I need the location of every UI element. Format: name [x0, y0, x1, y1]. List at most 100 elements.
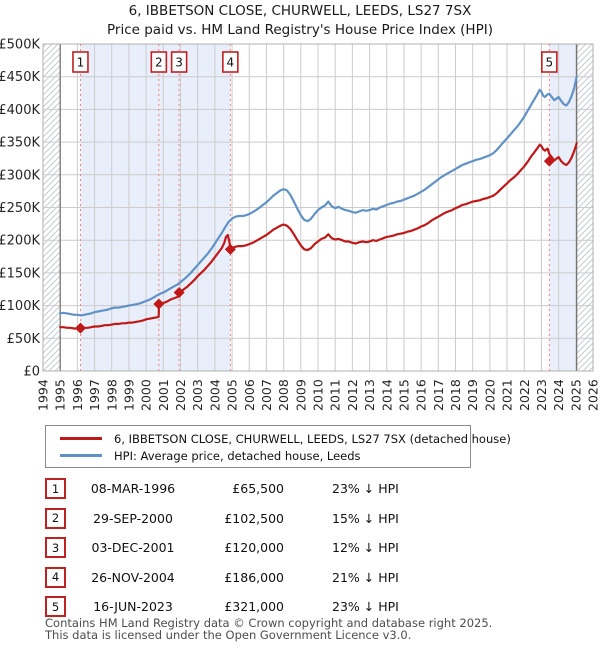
- sale-marker-number: 4: [227, 56, 235, 70]
- sale-marker-box: [150, 51, 168, 73]
- sale-vs-hpi: 21% ↓ HPI: [332, 569, 399, 585]
- sale-price: £65,500: [232, 481, 284, 497]
- sale-marker-box: [72, 51, 89, 73]
- chart-subtitle: Price paid vs. HM Land Registry's House …: [107, 22, 493, 38]
- x-tick-label: 2015: [396, 379, 411, 411]
- table-row: 1 08-MAR-1996 £65,500 23% ↓ HPI: [45, 474, 565, 504]
- x-tick-label: 2000: [139, 379, 154, 411]
- y-tick-label: £350K: [0, 136, 40, 151]
- y-tick-label: £100K: [0, 299, 40, 314]
- x-tick-label: 2013: [362, 379, 377, 411]
- sale-marker-box: [541, 51, 558, 73]
- x-tick-label: 2018: [448, 379, 463, 411]
- chart-legend: 6, IBBETSON CLOSE, CHURWELL, LEEDS, LS27…: [45, 425, 511, 468]
- sales-table: 1 08-MAR-1996 £65,500 23% ↓ HPI 2 29-SEP…: [45, 474, 565, 622]
- legend-entry-hpi: HPI: Average price, detached house, Leed…: [46, 447, 470, 464]
- x-tick-label: 2024: [551, 379, 566, 411]
- y-tick-label: £300K: [0, 168, 40, 183]
- sale-marker: [543, 155, 555, 167]
- sale-marker-number: 5: [546, 56, 554, 70]
- table-row: 3 03-DEC-2001 £120,000 12% ↓ HPI: [45, 533, 565, 563]
- x-tick-label: 1997: [87, 379, 102, 411]
- sale-number-badge: 4: [45, 566, 66, 588]
- x-tick-label: 2019: [465, 379, 480, 411]
- sale-marker: [224, 243, 236, 255]
- x-tick-label: 2022: [517, 379, 532, 411]
- x-tick-label: 1994: [36, 379, 51, 411]
- sale-vs-hpi: 12% ↓ HPI: [332, 540, 399, 556]
- x-tick-label: 2026: [586, 379, 600, 411]
- sale-vs-hpi: 15% ↓ HPI: [332, 510, 399, 526]
- x-tick-label: 2003: [190, 379, 205, 411]
- y-tick-label: £150K: [0, 266, 40, 281]
- property-line: [59, 142, 578, 330]
- sale-date: 29-SEP-2000: [93, 510, 173, 526]
- x-tick-label: 1996: [70, 379, 85, 411]
- sale-vs-hpi: 23% ↓ HPI: [332, 481, 399, 497]
- attribution-footer: Contains HM Land Registry data © Crown c…: [45, 617, 492, 641]
- x-tick-label: 2012: [345, 379, 360, 411]
- sale-price: £186,000: [224, 569, 284, 585]
- sale-number-badge: 1: [45, 478, 66, 500]
- x-tick-label: 2017: [431, 379, 446, 411]
- sale-number-badge: 3: [45, 537, 66, 559]
- footer-line-2: This data is licensed under the Open Gov…: [45, 628, 412, 642]
- x-tick-label: 2025: [568, 379, 583, 411]
- hpi-line: [59, 75, 578, 317]
- x-tick-label: 2009: [293, 379, 308, 411]
- sale-date: 03-DEC-2001: [91, 540, 175, 556]
- chart-title: 6, IBBETSON CLOSE, CHURWELL, LEEDS, LS27…: [128, 3, 472, 19]
- footer-line-1: Contains HM Land Registry data © Crown c…: [45, 616, 493, 630]
- x-tick-label: 1999: [121, 379, 136, 411]
- sale-marker: [173, 287, 185, 299]
- legend-label-hpi: HPI: Average price, detached house, Leed…: [114, 448, 361, 463]
- sale-marker-number: 1: [77, 56, 85, 70]
- x-tick-label: 2020: [482, 379, 497, 411]
- sale-date: 16-JUN-2023: [93, 599, 173, 615]
- x-tick-label: 2002: [173, 379, 188, 411]
- sale-vs-hpi: 23% ↓ HPI: [332, 599, 399, 615]
- sale-price: £102,500: [224, 510, 284, 526]
- table-row: 4 26-NOV-2004 £186,000 21% ↓ HPI: [45, 563, 565, 593]
- sale-number-badge: 5: [45, 596, 66, 618]
- x-tick-label: 2001: [156, 379, 171, 411]
- y-tick-label: £50K: [7, 332, 41, 347]
- sale-marker: [74, 322, 86, 334]
- x-tick-label: 2005: [225, 379, 240, 411]
- sale-marker-number: 2: [155, 56, 163, 70]
- x-tick-label: 2007: [259, 379, 274, 411]
- sale-marker-box: [222, 51, 239, 73]
- y-tick-label: £500K: [0, 38, 40, 53]
- hpi-line-swatch: [60, 454, 102, 457]
- x-tick-label: 2023: [534, 379, 549, 411]
- x-tick-label: 2011: [328, 379, 343, 411]
- price-chart: 1 2 3 4 5£0£50K£100K£150K£200K£250K£300K£350…: [0, 38, 600, 412]
- y-tick-label: £250K: [0, 201, 40, 216]
- x-tick-label: 2006: [242, 379, 257, 411]
- sale-marker-number: 3: [175, 56, 183, 70]
- x-tick-label: 2021: [500, 379, 515, 411]
- legend-label-property: 6, IBBETSON CLOSE, CHURWELL, LEEDS, LS27…: [114, 431, 511, 446]
- x-tick-label: 2008: [276, 379, 291, 411]
- sale-marker: [153, 298, 165, 310]
- x-tick-label: 1995: [53, 379, 68, 411]
- x-tick-label: 2016: [414, 379, 429, 411]
- y-tick-label: £0: [23, 365, 40, 380]
- x-tick-label: 1998: [104, 379, 119, 411]
- y-tick-label: £200K: [0, 234, 40, 249]
- y-tick-label: £450K: [0, 70, 40, 85]
- table-row: 2 29-SEP-2000 £102,500 15% ↓ HPI: [45, 504, 565, 534]
- property-line-swatch: [60, 437, 102, 440]
- sale-price: £120,000: [224, 540, 284, 556]
- table-row: 5 16-JUN-2023 £321,000 23% ↓ HPI: [45, 592, 565, 622]
- x-tick-label: 2004: [207, 379, 222, 411]
- sale-price: £321,000: [224, 599, 284, 615]
- sale-date: 26-NOV-2004: [91, 569, 175, 585]
- x-tick-label: 2010: [311, 379, 326, 411]
- sale-number-badge: 2: [45, 507, 66, 529]
- hatched-band: [576, 44, 593, 371]
- legend-entry-property: 6, IBBETSON CLOSE, CHURWELL, LEEDS, LS27…: [46, 430, 511, 447]
- sale-date: 08-MAR-1996: [90, 481, 176, 497]
- hatched-band: [43, 44, 61, 371]
